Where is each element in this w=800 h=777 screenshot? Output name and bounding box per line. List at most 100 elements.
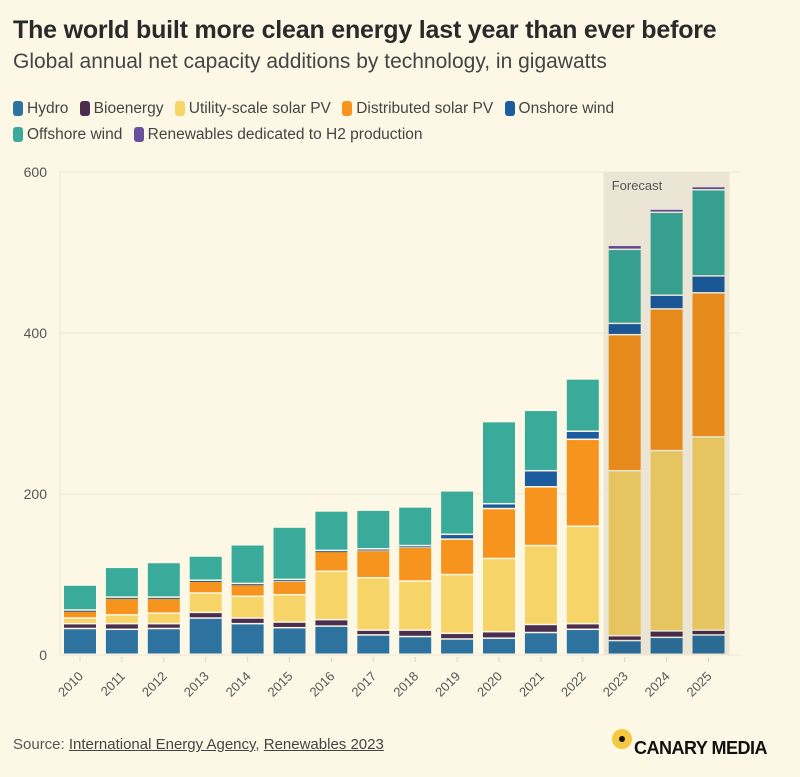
bar-segment bbox=[357, 630, 390, 635]
source-note: Source: International Energy Agency, Ren… bbox=[13, 736, 384, 753]
chart-title: The world built more clean energy last y… bbox=[13, 16, 717, 44]
x-tick-label: 2011 bbox=[98, 669, 128, 699]
legend-item-bioenergy: Bioenergy bbox=[79, 97, 163, 120]
bar-segment bbox=[650, 213, 683, 295]
bar-segment bbox=[483, 559, 515, 631]
bar-segment bbox=[315, 620, 348, 626]
bar-segment bbox=[64, 618, 96, 623]
bar-segment bbox=[273, 527, 306, 579]
x-tick-label: 2025 bbox=[684, 669, 715, 700]
bar-segment bbox=[357, 578, 390, 630]
bar-segment bbox=[608, 641, 641, 654]
x-tick-label: 2018 bbox=[390, 669, 421, 700]
legend-swatch bbox=[79, 101, 90, 116]
bar-segment bbox=[357, 635, 390, 654]
bar-segment bbox=[231, 545, 264, 583]
bar-segment bbox=[441, 575, 474, 633]
legend: Hydro Bioenergy Utility-scale solar PV D… bbox=[13, 97, 713, 149]
bar-segment bbox=[608, 636, 641, 640]
legend-swatch bbox=[342, 101, 353, 116]
legend-swatch bbox=[174, 101, 185, 116]
x-tick-label: 2020 bbox=[474, 669, 505, 700]
bar-segment bbox=[147, 597, 180, 599]
bar-segment bbox=[315, 626, 348, 654]
bar-segment bbox=[231, 597, 264, 618]
source-link-report[interactable]: Renewables 2023 bbox=[263, 736, 384, 753]
bar-segment bbox=[189, 613, 222, 618]
bar-segment bbox=[441, 491, 474, 534]
bar-segment bbox=[273, 580, 306, 582]
bar-segment bbox=[147, 629, 180, 654]
bar-segment bbox=[399, 637, 432, 654]
bar-segment bbox=[189, 618, 222, 654]
legend-swatch bbox=[504, 101, 515, 116]
x-tick-label: 2019 bbox=[432, 669, 463, 700]
bar-segment bbox=[608, 471, 641, 635]
bar-segment bbox=[105, 615, 138, 623]
y-tick-label: 400 bbox=[24, 325, 48, 341]
bar-segment bbox=[650, 451, 683, 631]
bar-segment bbox=[608, 335, 641, 470]
bar-segment bbox=[399, 507, 432, 545]
legend-label: Offshore wind bbox=[27, 126, 123, 143]
bar-segment bbox=[692, 190, 725, 276]
bar-segment bbox=[147, 624, 180, 628]
bar-segment bbox=[650, 209, 683, 212]
bar-segment bbox=[399, 630, 432, 636]
bar-segment bbox=[441, 634, 474, 639]
bar-segment bbox=[189, 593, 222, 612]
bar-segment bbox=[189, 581, 222, 593]
bar-segment bbox=[692, 293, 725, 437]
chart-subtitle: Global annual net capacity additions by … bbox=[13, 50, 607, 73]
bar-segment bbox=[566, 624, 599, 629]
y-tick-label: 200 bbox=[24, 486, 48, 502]
bar-segment bbox=[692, 635, 725, 654]
bar-segment bbox=[692, 276, 725, 293]
bar-segment bbox=[64, 629, 96, 654]
bar-segment bbox=[357, 551, 390, 578]
bar-segment bbox=[608, 250, 641, 323]
y-tick-label: 0 bbox=[39, 647, 47, 663]
legend-label: Distributed solar PV bbox=[356, 100, 494, 117]
x-tick-label: 2016 bbox=[306, 669, 337, 700]
bar-segment bbox=[399, 547, 432, 581]
source-separator: , bbox=[255, 736, 264, 753]
bar-segment bbox=[231, 584, 264, 586]
x-tick-label: 2010 bbox=[55, 669, 86, 700]
legend-item-hydro: Hydro bbox=[13, 97, 68, 120]
bar-segment bbox=[273, 622, 306, 627]
bar-segment bbox=[608, 246, 641, 249]
bar-segment bbox=[105, 598, 138, 615]
bar-segment bbox=[357, 510, 390, 549]
bar-segment bbox=[650, 309, 683, 450]
legend-swatch bbox=[133, 127, 144, 142]
bar-segment bbox=[483, 638, 515, 654]
x-tick-label: 2012 bbox=[139, 669, 170, 700]
bar-segment bbox=[64, 624, 96, 628]
bar-segment bbox=[357, 549, 390, 551]
legend-item-distributed-solar: Distributed solar PV bbox=[342, 97, 493, 120]
logo-text: CANARY MEDIA bbox=[634, 738, 768, 758]
bar-segment bbox=[524, 487, 557, 545]
bar-segment bbox=[273, 581, 306, 594]
bar-segment bbox=[315, 551, 348, 571]
bar-segment bbox=[483, 632, 515, 638]
x-tick-label: 2015 bbox=[265, 669, 296, 700]
x-tick-label: 2014 bbox=[223, 669, 254, 700]
bar-segment bbox=[566, 440, 599, 526]
legend-label: Onshore wind bbox=[518, 100, 615, 117]
bar-segment bbox=[105, 630, 138, 654]
bar-segment bbox=[692, 187, 725, 190]
legend-label: Utility-scale solar PV bbox=[188, 100, 331, 117]
legend-swatch bbox=[13, 101, 23, 116]
legend-swatch bbox=[13, 127, 23, 142]
bar-segment bbox=[608, 324, 641, 334]
bar-segment bbox=[315, 572, 348, 619]
source-link-iea[interactable]: International Energy Agency bbox=[68, 736, 256, 753]
bar-segment bbox=[524, 625, 557, 632]
bar-segment bbox=[483, 422, 515, 503]
bar-segment bbox=[483, 504, 515, 508]
bar-segment bbox=[64, 610, 96, 612]
bar-segment bbox=[147, 598, 180, 613]
bar-segment bbox=[105, 624, 138, 629]
